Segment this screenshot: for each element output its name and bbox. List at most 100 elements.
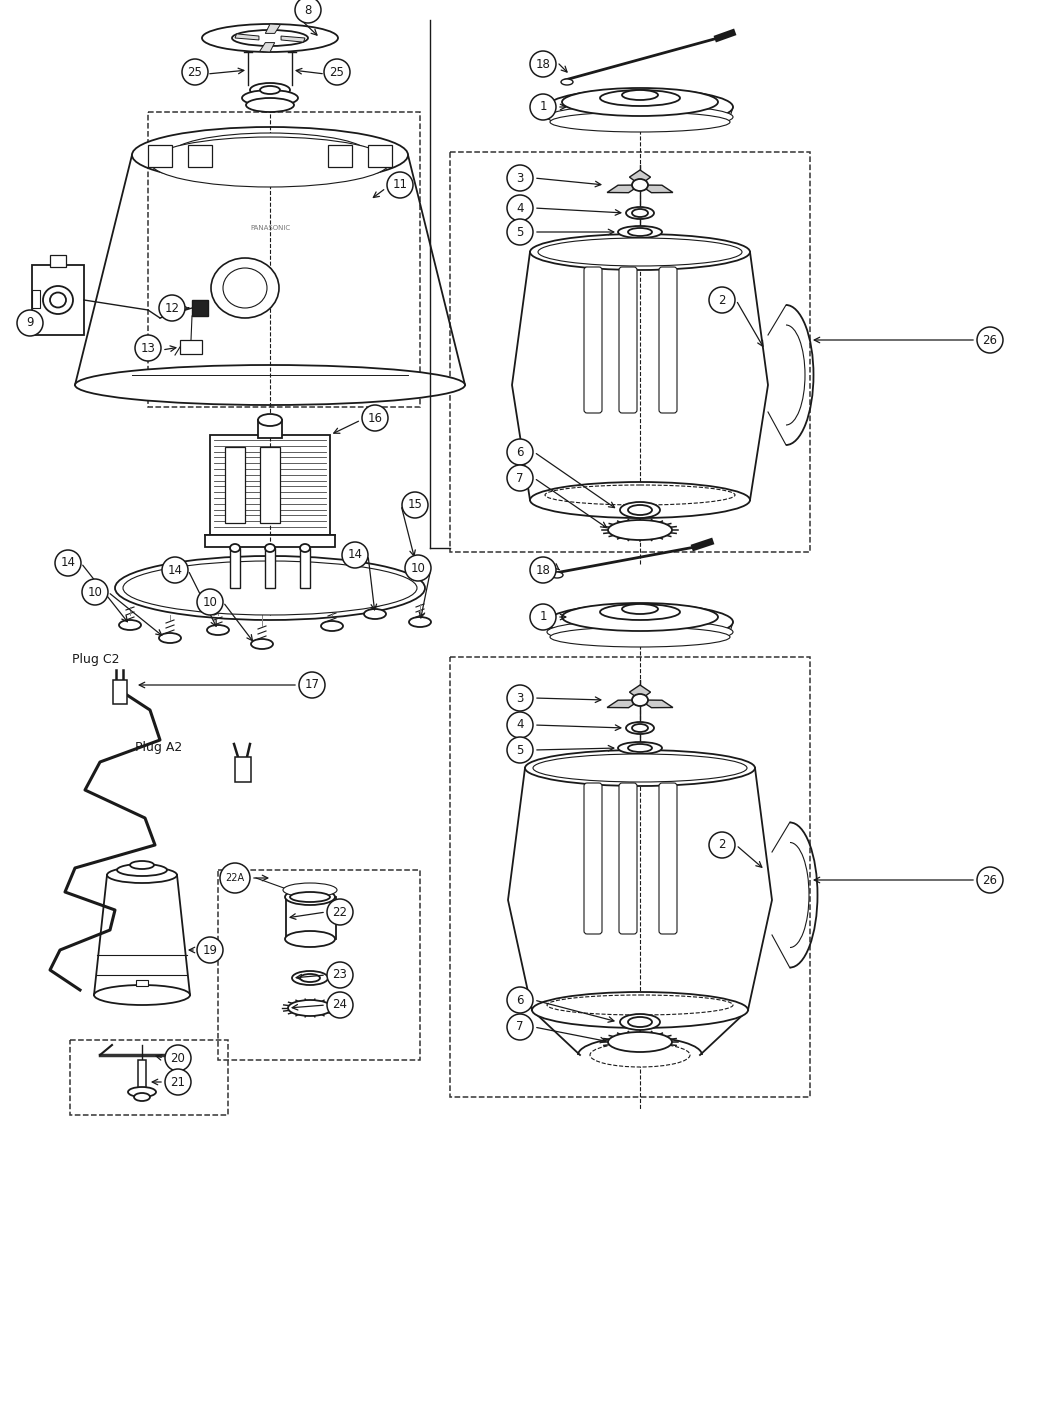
Text: 19: 19: [202, 943, 218, 956]
Ellipse shape: [211, 258, 279, 317]
Text: 22: 22: [333, 906, 347, 918]
Ellipse shape: [128, 1087, 156, 1097]
Text: Plug A2: Plug A2: [135, 741, 183, 754]
Ellipse shape: [551, 571, 563, 578]
Ellipse shape: [550, 112, 730, 132]
Bar: [32, 291, 40, 307]
Ellipse shape: [132, 126, 408, 183]
Text: 3: 3: [516, 692, 524, 705]
Ellipse shape: [618, 226, 662, 239]
Text: 12: 12: [165, 302, 179, 314]
Circle shape: [507, 195, 533, 220]
Ellipse shape: [622, 604, 658, 614]
Circle shape: [709, 833, 735, 858]
Ellipse shape: [288, 1000, 332, 1016]
Circle shape: [530, 557, 556, 583]
Ellipse shape: [532, 993, 748, 1028]
Ellipse shape: [246, 98, 295, 112]
Text: 15: 15: [408, 498, 422, 511]
Polygon shape: [130, 154, 410, 385]
Ellipse shape: [75, 365, 465, 404]
Circle shape: [507, 712, 533, 739]
Text: 1: 1: [539, 611, 546, 623]
Circle shape: [977, 868, 1003, 893]
Bar: [138, 1060, 146, 1090]
Polygon shape: [235, 34, 259, 39]
Text: 5: 5: [516, 226, 524, 239]
Circle shape: [165, 1068, 191, 1095]
Circle shape: [507, 737, 533, 762]
Circle shape: [342, 542, 368, 569]
Circle shape: [165, 1045, 191, 1071]
Ellipse shape: [628, 1016, 652, 1026]
Bar: [50, 256, 66, 267]
Ellipse shape: [300, 974, 320, 981]
Bar: [136, 980, 148, 986]
Ellipse shape: [530, 482, 750, 518]
Bar: [450, 152, 810, 552]
Text: 24: 24: [333, 998, 347, 1011]
Ellipse shape: [632, 694, 648, 706]
Text: 1: 1: [539, 101, 546, 114]
Ellipse shape: [258, 414, 282, 425]
Ellipse shape: [608, 519, 672, 541]
Polygon shape: [607, 701, 640, 708]
Text: 2: 2: [719, 293, 726, 306]
Ellipse shape: [170, 133, 370, 177]
Text: 10: 10: [411, 562, 425, 574]
Ellipse shape: [622, 90, 658, 100]
Ellipse shape: [50, 292, 66, 307]
Bar: [230, 548, 240, 588]
Ellipse shape: [533, 754, 747, 782]
Ellipse shape: [43, 286, 73, 314]
FancyBboxPatch shape: [619, 783, 637, 934]
Bar: [148, 145, 172, 167]
Bar: [148, 112, 420, 407]
Ellipse shape: [134, 1092, 150, 1101]
Ellipse shape: [130, 861, 155, 869]
Ellipse shape: [251, 639, 273, 649]
Circle shape: [327, 993, 353, 1018]
Bar: [265, 548, 275, 588]
Ellipse shape: [321, 621, 343, 630]
Text: PANASONIC: PANASONIC: [250, 225, 290, 232]
Bar: [225, 446, 245, 524]
Ellipse shape: [530, 234, 750, 270]
Text: 18: 18: [535, 58, 551, 70]
Circle shape: [327, 899, 353, 925]
Ellipse shape: [232, 29, 308, 46]
Text: 22A: 22A: [225, 873, 245, 883]
Polygon shape: [640, 185, 673, 192]
Polygon shape: [640, 701, 673, 708]
Ellipse shape: [620, 503, 660, 518]
Circle shape: [197, 936, 223, 963]
FancyBboxPatch shape: [619, 267, 637, 413]
Text: 9: 9: [26, 316, 34, 330]
Text: 2: 2: [719, 838, 726, 851]
Text: 6: 6: [516, 994, 524, 1007]
Circle shape: [135, 336, 161, 361]
Ellipse shape: [546, 105, 733, 129]
Circle shape: [507, 987, 533, 1014]
Circle shape: [183, 59, 208, 86]
Ellipse shape: [600, 90, 680, 105]
Bar: [286, 897, 336, 939]
Ellipse shape: [242, 90, 298, 105]
Circle shape: [220, 863, 250, 893]
Text: 14: 14: [347, 549, 363, 562]
Ellipse shape: [608, 1032, 672, 1052]
Circle shape: [709, 286, 735, 313]
Circle shape: [362, 404, 388, 431]
Bar: [32, 265, 84, 336]
Bar: [235, 757, 251, 782]
Ellipse shape: [628, 744, 652, 753]
Polygon shape: [607, 185, 640, 192]
Ellipse shape: [283, 883, 337, 897]
Text: 18: 18: [535, 563, 551, 577]
Circle shape: [327, 962, 353, 988]
Text: 21: 21: [170, 1075, 186, 1088]
Ellipse shape: [600, 604, 680, 621]
Text: 6: 6: [516, 445, 524, 459]
Polygon shape: [629, 685, 650, 701]
Ellipse shape: [546, 88, 733, 125]
